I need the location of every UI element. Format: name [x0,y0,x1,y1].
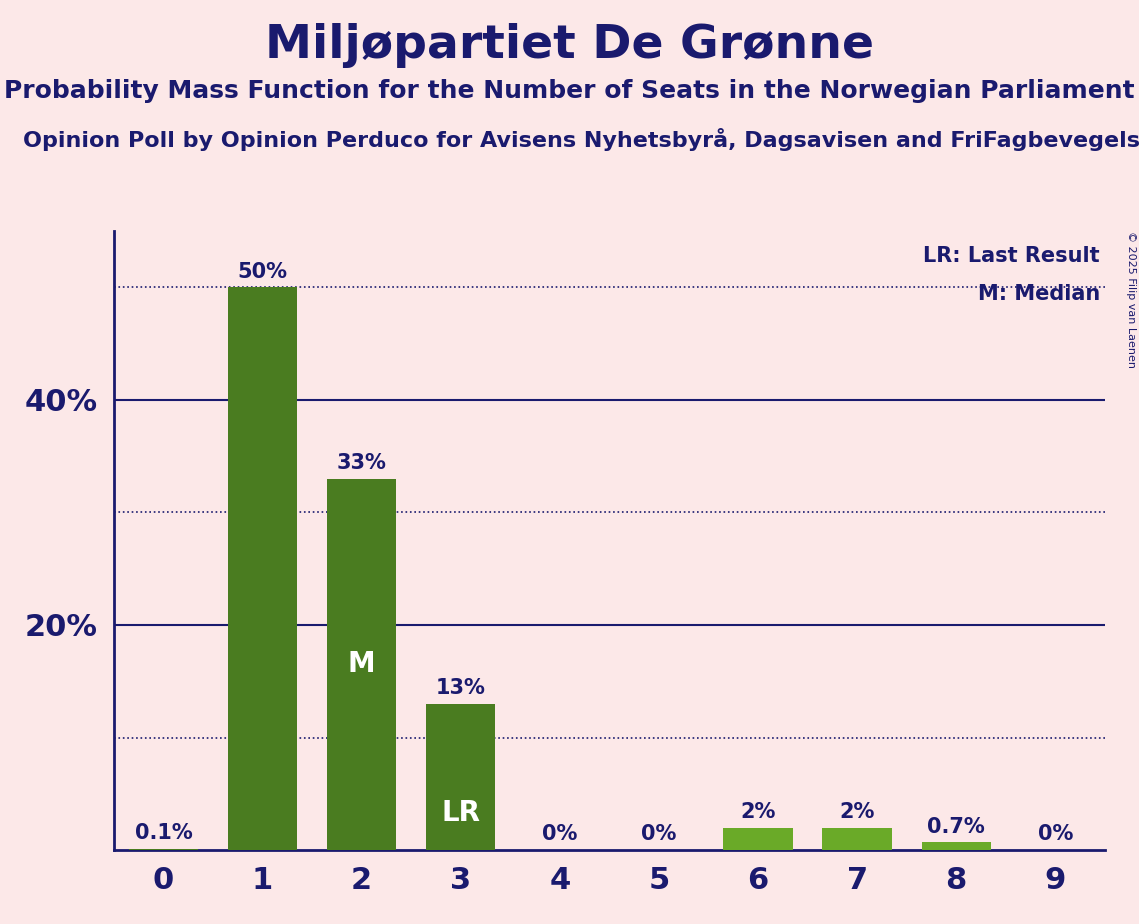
Bar [129,849,198,850]
Text: 13%: 13% [436,678,485,699]
Text: 0.1%: 0.1% [134,823,192,844]
Text: © 2025 Filip van Laenen: © 2025 Filip van Laenen [1126,231,1136,368]
Text: 0%: 0% [542,824,577,845]
Text: 0%: 0% [1038,824,1073,845]
Text: 2%: 2% [740,802,776,822]
Bar [822,828,892,850]
Bar [426,704,495,850]
Bar [921,842,991,850]
Text: M: Median: M: Median [977,284,1100,304]
Text: Miljøpartiet De Grønne: Miljøpartiet De Grønne [265,23,874,68]
Bar [327,479,396,850]
Text: Opinion Poll by Opinion Perduco for Avisens Nyhetsbyrå, Dagsavisen and FriFagbev: Opinion Poll by Opinion Perduco for Avis… [23,128,1139,151]
Text: 33%: 33% [337,453,386,473]
Bar [723,828,793,850]
Text: LR: Last Result: LR: Last Result [924,247,1100,266]
Text: Probability Mass Function for the Number of Seats in the Norwegian Parliament: Probability Mass Function for the Number… [5,79,1134,103]
Text: 50%: 50% [238,261,287,282]
Bar [228,287,297,850]
Text: 0%: 0% [641,824,677,845]
Text: 2%: 2% [839,802,875,822]
Text: M: M [347,650,376,678]
Text: LR: LR [441,799,481,828]
Text: 0.7%: 0.7% [927,817,985,836]
